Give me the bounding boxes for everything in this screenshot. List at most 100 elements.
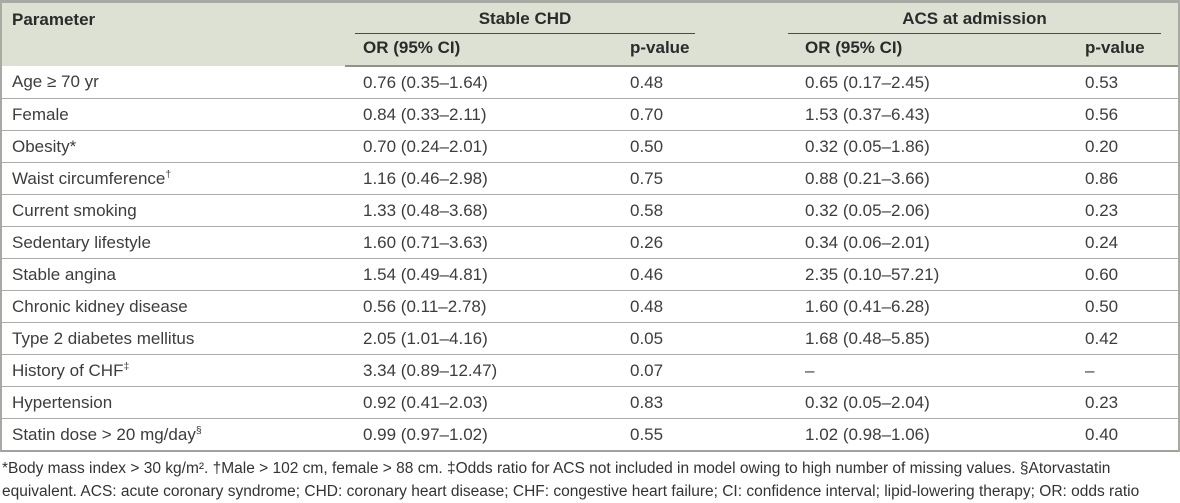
pvalue-chd-cell: 0.83 (590, 386, 731, 419)
table-body: Age ≥ 70 yr 0.76 (0.35–1.64) 0.48 0.65 (… (2, 66, 1179, 450)
or-acs-cell: – (730, 354, 1041, 387)
pvalue-acs-cell: 0.24 (1040, 226, 1179, 259)
or-chd-cell: 2.05 (1.01–4.16) (345, 322, 590, 355)
or-chd-cell: 0.84 (0.33–2.11) (345, 98, 590, 131)
pvalue-chd-cell: 0.55 (590, 418, 731, 450)
parameter-cell: Age ≥ 70 yr (2, 66, 345, 99)
column-header-pvalue-chd: p-value (590, 34, 731, 67)
column-header-parameter: Parameter (2, 3, 345, 66)
pvalue-acs-cell: 0.40 (1040, 418, 1179, 450)
parameter-label: Female (12, 104, 69, 124)
or-acs-cell: 1.60 (0.41–6.28) (730, 290, 1041, 323)
or-chd-cell: 0.92 (0.41–2.03) (345, 386, 590, 419)
parameter-label: Sedentary lifestyle (12, 232, 151, 252)
pvalue-chd-cell: 0.46 (590, 258, 731, 291)
parameter-label: Waist circumference (12, 168, 166, 188)
parameter-label: Chronic kidney disease (12, 296, 188, 316)
parameter-label: Stable angina (12, 264, 116, 284)
or-chd-cell: 0.76 (0.35–1.64) (345, 66, 590, 99)
parameter-label: Statin dose > 20 mg/day (12, 424, 196, 444)
table-row: Female 0.84 (0.33–2.11) 0.70 1.53 (0.37–… (2, 98, 1179, 131)
pvalue-chd-cell: 0.48 (590, 66, 731, 99)
pvalue-chd-cell: 0.26 (590, 226, 731, 259)
parameter-label: Obesity* (12, 136, 77, 156)
parameter-cell: Obesity* (2, 130, 345, 163)
or-chd-cell: 1.54 (0.49–4.81) (345, 258, 590, 291)
column-header-or-acs: OR (95% CI) (730, 34, 1041, 67)
or-acs-cell: 1.53 (0.37–6.43) (730, 98, 1041, 131)
or-chd-cell: 3.34 (0.89–12.47) (345, 354, 590, 387)
pvalue-chd-cell: 0.05 (590, 322, 731, 355)
or-chd-cell: 0.70 (0.24–2.01) (345, 130, 590, 163)
or-acs-cell: 0.65 (0.17–2.45) (730, 66, 1041, 99)
table-row: Sedentary lifestyle 1.60 (0.71–3.63) 0.2… (2, 226, 1179, 259)
pvalue-chd-cell: 0.48 (590, 290, 731, 323)
sub-header-row: OR (95% CI) p-value OR (95% CI) p-value (2, 34, 1179, 67)
column-header-or-chd: OR (95% CI) (345, 34, 590, 67)
parameter-label: Hypertension (12, 392, 113, 412)
table-row: Waist circumference† 1.16 (0.46–2.98) 0.… (2, 162, 1179, 195)
table-container: Parameter Stable CHD ACS at admission OR… (0, 0, 1180, 452)
or-acs-cell: 0.32 (0.05–1.86) (730, 130, 1041, 163)
pvalue-acs-cell: 0.86 (1040, 162, 1179, 195)
or-acs-cell: 0.32 (0.05–2.04) (730, 386, 1041, 419)
pvalue-acs-cell: 0.56 (1040, 98, 1179, 131)
pvalue-acs-cell: – (1040, 354, 1179, 387)
parameter-cell: History of CHF‡ (2, 354, 345, 387)
table-row: Stable angina 1.54 (0.49–4.81) 0.46 2.35… (2, 258, 1179, 291)
or-acs-cell: 0.88 (0.21–3.66) (730, 162, 1041, 195)
parameter-label: Current smoking (12, 200, 137, 220)
or-acs-cell: 0.34 (0.06–2.01) (730, 226, 1041, 259)
group-header-cell-stable-chd: Stable CHD (345, 3, 731, 34)
or-acs-cell: 2.35 (0.10–57.21) (730, 258, 1041, 291)
table-row: History of CHF‡ 3.34 (0.89–12.47) 0.07 –… (2, 354, 1179, 387)
parameter-cell: Stable angina (2, 258, 345, 291)
or-acs-cell: 1.68 (0.48–5.85) (730, 322, 1041, 355)
pvalue-acs-cell: 0.42 (1040, 322, 1179, 355)
parameter-label: Type 2 diabetes mellitus (12, 328, 195, 348)
regression-table: Parameter Stable CHD ACS at admission OR… (2, 3, 1179, 450)
parameter-superscript: ‡ (123, 359, 130, 372)
pvalue-acs-cell: 0.23 (1040, 386, 1179, 419)
parameter-cell: Statin dose > 20 mg/day§ (2, 418, 345, 450)
parameter-cell: Female (2, 98, 345, 131)
pvalue-chd-cell: 0.07 (590, 354, 731, 387)
parameter-superscript: § (195, 423, 202, 436)
pvalue-chd-cell: 0.75 (590, 162, 731, 195)
group-header-row: Parameter Stable CHD ACS at admission (2, 3, 1179, 66)
or-chd-cell: 0.99 (0.97–1.02) (345, 418, 590, 450)
pvalue-acs-cell: 0.60 (1040, 258, 1179, 291)
table-row: Statin dose > 20 mg/day§ 0.99 (0.97–1.02… (2, 418, 1179, 450)
parameter-label: Age ≥ 70 yr (12, 72, 99, 91)
pvalue-acs-cell: 0.53 (1040, 66, 1179, 99)
pvalue-chd-cell: 0.70 (590, 98, 731, 131)
parameter-cell: Sedentary lifestyle (2, 226, 345, 259)
parameter-cell: Type 2 diabetes mellitus (2, 322, 345, 355)
table-row: Chronic kidney disease 0.56 (0.11–2.78) … (2, 290, 1179, 323)
parameter-cell: Current smoking (2, 194, 345, 227)
group-header-stable-chd: Stable CHD (355, 9, 696, 34)
pvalue-acs-cell: 0.23 (1040, 194, 1179, 227)
or-acs-cell: 0.32 (0.05–2.06) (730, 194, 1041, 227)
or-chd-cell: 1.16 (0.46–2.98) (345, 162, 590, 195)
parameter-label: History of CHF (12, 360, 124, 380)
parameter-superscript: † (165, 167, 172, 180)
parameter-cell: Chronic kidney disease (2, 290, 345, 323)
column-header-pvalue-acs: p-value (1040, 34, 1179, 67)
or-chd-cell: 1.60 (0.71–3.63) (345, 226, 590, 259)
group-header-cell-acs: ACS at admission (730, 3, 1179, 34)
table-footnote: *Body mass index > 30 kg/m². †Male > 102… (2, 460, 1140, 500)
table-row: Current smoking 1.33 (0.48–3.68) 0.58 0.… (2, 194, 1179, 227)
table-row: Obesity* 0.70 (0.24–2.01) 0.50 0.32 (0.0… (2, 130, 1179, 163)
or-chd-cell: 1.33 (0.48–3.68) (345, 194, 590, 227)
pvalue-chd-cell: 0.58 (590, 194, 731, 227)
table-row: Hypertension 0.92 (0.41–2.03) 0.83 0.32 … (2, 386, 1179, 419)
table-row: Age ≥ 70 yr 0.76 (0.35–1.64) 0.48 0.65 (… (2, 66, 1179, 99)
pvalue-chd-cell: 0.50 (590, 130, 731, 163)
parameter-cell: Hypertension (2, 386, 345, 419)
parameter-cell: Waist circumference† (2, 162, 345, 195)
table-row: Type 2 diabetes mellitus 2.05 (1.01–4.16… (2, 322, 1179, 355)
group-header-acs: ACS at admission (788, 9, 1162, 34)
or-acs-cell: 1.02 (0.98–1.06) (730, 418, 1041, 450)
